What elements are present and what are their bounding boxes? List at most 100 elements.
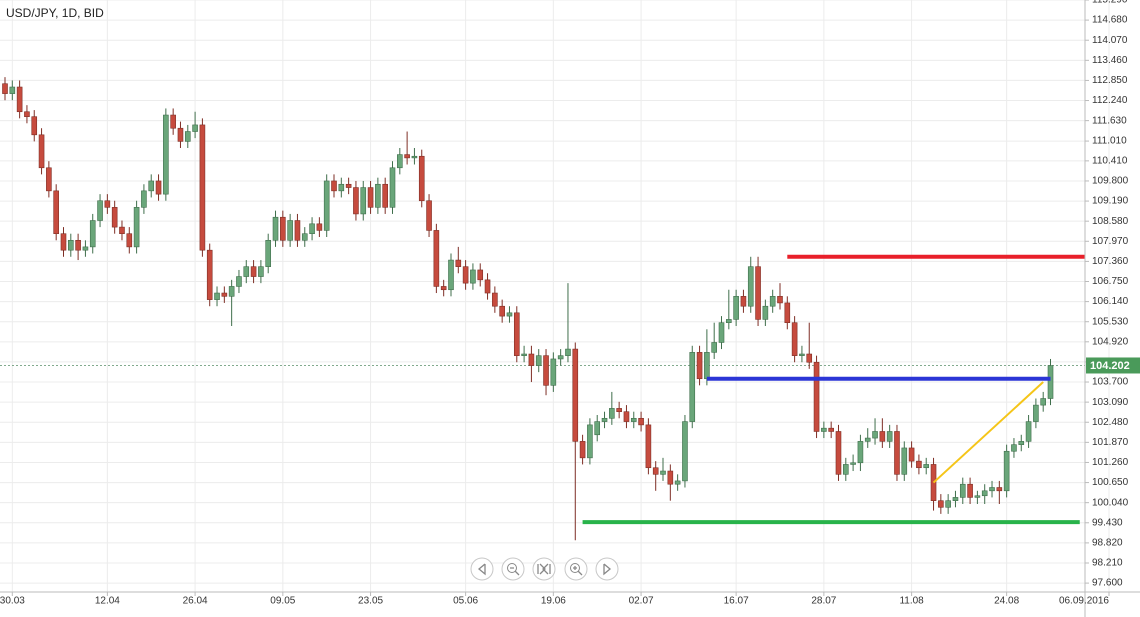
candle-body <box>192 124 198 132</box>
candle-body <box>133 207 140 248</box>
candle-body <box>243 266 250 277</box>
candle-body <box>170 114 176 129</box>
candle-body <box>331 180 337 192</box>
candle-body <box>46 167 52 192</box>
candle-body <box>24 111 30 117</box>
candle-body <box>411 155 418 159</box>
candle-body <box>886 431 893 442</box>
y-tick-label: 114.680 <box>1092 15 1128 26</box>
candle-body <box>484 279 491 294</box>
candle-body <box>1040 398 1046 406</box>
candle-body <box>813 361 820 432</box>
candle-body <box>75 239 81 251</box>
candle-body <box>338 183 345 192</box>
candle-body <box>16 86 23 113</box>
candle-body <box>1025 421 1032 442</box>
candle-body <box>31 116 38 136</box>
candle-body <box>250 266 257 277</box>
candle-body <box>119 226 125 235</box>
candle-body <box>9 86 16 94</box>
last-price-label: 104.202 <box>1090 360 1130 372</box>
candle-body <box>53 190 59 235</box>
y-tick-label: 110.410 <box>1092 155 1128 166</box>
candle-body <box>989 487 995 492</box>
candle-body <box>382 183 388 208</box>
candle-body <box>726 319 732 323</box>
candle-body <box>418 155 425 202</box>
x-tick-label: 30.03 <box>0 596 25 607</box>
scroll-right-button[interactable] <box>595 557 619 581</box>
candle-body <box>528 353 535 366</box>
candle-body <box>879 431 886 442</box>
y-tick-label: 107.360 <box>1092 256 1129 267</box>
navigation-buttons <box>470 557 619 581</box>
candle-body <box>126 233 133 248</box>
candle-body <box>148 180 155 192</box>
candle-body <box>733 296 739 320</box>
candle-body <box>433 230 440 287</box>
candle-body <box>309 223 315 235</box>
candle-body <box>945 500 951 508</box>
candle-body <box>996 487 1003 492</box>
candle-body <box>769 296 776 307</box>
candle-body <box>477 269 484 281</box>
candle-body <box>828 427 834 432</box>
candle-body <box>557 355 564 360</box>
candle-body <box>294 220 301 241</box>
x-tick-label: 11.08 <box>899 596 924 607</box>
candle-body <box>535 355 542 366</box>
candle-body <box>908 447 915 462</box>
zoom-in-button[interactable] <box>564 557 588 581</box>
zoom-out-button[interactable] <box>501 557 525 581</box>
candle-body <box>397 154 403 169</box>
candle-body <box>842 464 849 475</box>
candle-body <box>952 497 959 501</box>
candle-body <box>601 417 608 422</box>
y-tick-label: 111.010 <box>1092 136 1127 147</box>
candle-body <box>850 462 856 465</box>
last-price-box <box>1086 357 1140 374</box>
candle-body <box>901 447 908 475</box>
candle-body <box>68 239 74 251</box>
candle-body <box>565 348 571 356</box>
candle-body <box>360 187 367 215</box>
candle-body <box>638 417 644 426</box>
y-tick-label: 109.190 <box>1092 196 1129 207</box>
candle-body <box>916 460 922 469</box>
candle-body <box>389 167 396 208</box>
candle-body <box>1047 365 1054 399</box>
candle-body <box>499 305 505 317</box>
candle-body <box>470 269 476 284</box>
y-tick-label: 97.600 <box>1092 578 1123 589</box>
y-tick-label: 106.750 <box>1092 276 1129 287</box>
candle-body <box>579 441 586 459</box>
candle-body <box>206 249 213 300</box>
candle-body <box>375 183 381 208</box>
candle-body <box>1033 404 1039 422</box>
x-tick-label: 24.08 <box>994 596 1019 607</box>
candle-body <box>155 180 162 195</box>
candle-body <box>353 187 359 215</box>
y-tick-label: 101.870 <box>1092 437 1129 448</box>
candle-body <box>696 352 703 380</box>
x-tick-label: 09.05 <box>270 596 295 607</box>
candle-body <box>652 467 659 475</box>
candle-body <box>872 431 878 439</box>
candle-body <box>1018 441 1025 445</box>
reset-button[interactable] <box>532 557 556 581</box>
candle-body <box>791 322 798 356</box>
y-tick-label: 115.290 <box>1092 0 1128 6</box>
scroll-left-button[interactable] <box>470 557 494 581</box>
y-tick-label: 113.460 <box>1092 55 1128 66</box>
candle-body <box>492 292 498 307</box>
y-tick-label: 107.970 <box>1092 236 1129 247</box>
candle-body <box>163 114 169 195</box>
candle-body <box>689 352 696 422</box>
y-tick-label: 98.210 <box>1092 558 1123 569</box>
candle-body <box>440 286 447 291</box>
candle-body <box>572 348 579 442</box>
y-tick-label: 102.480 <box>1092 417 1129 428</box>
candle-body <box>623 411 630 422</box>
y-tick-label: 103.700 <box>1092 377 1129 388</box>
candle-body <box>718 322 725 343</box>
